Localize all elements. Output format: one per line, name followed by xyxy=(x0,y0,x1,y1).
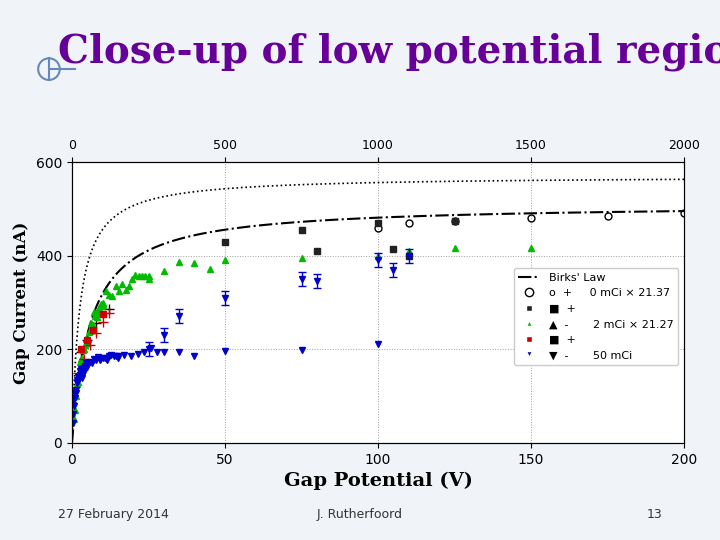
Legend: Birks' Law, o  +     0 mCi × 21.37, ■  +, ▲  -       2 mCi × 21.27, ■  +, ▼  -  : Birks' Law, o + 0 mCi × 21.37, ■ +, ▲ - … xyxy=(513,268,678,365)
Text: 27 February 2014: 27 February 2014 xyxy=(58,508,168,522)
Y-axis label: Gap Current (nA): Gap Current (nA) xyxy=(14,221,30,383)
Text: 13: 13 xyxy=(647,508,662,522)
X-axis label: Gap Potential (V): Gap Potential (V) xyxy=(284,472,472,490)
Text: Close-up of low potential region: Close-up of low potential region xyxy=(58,32,720,71)
Text: J. Rutherfoord: J. Rutherfoord xyxy=(317,508,403,522)
